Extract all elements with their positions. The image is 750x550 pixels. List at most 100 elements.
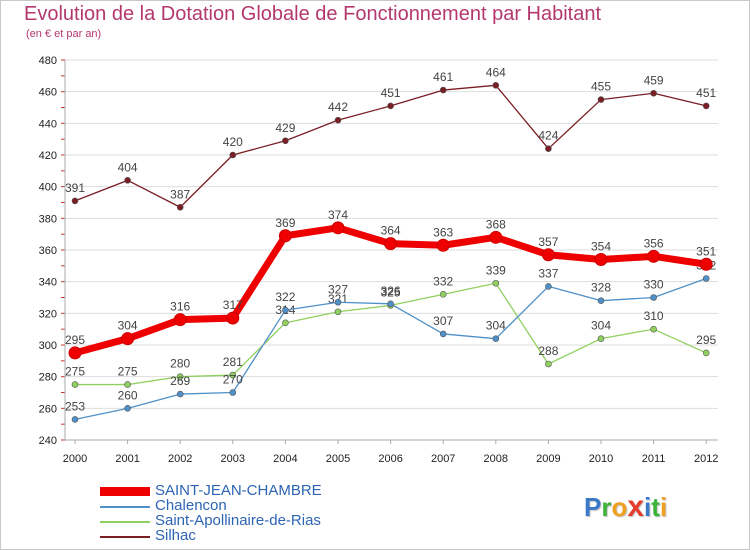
logo-letter: t: [651, 492, 660, 522]
logo-letter: i: [659, 492, 668, 522]
data-point: [334, 298, 342, 306]
legend-label: Chalencon: [155, 497, 227, 514]
legend-swatch: [100, 506, 150, 508]
x-tick-label: 2000: [63, 453, 87, 465]
data-label: 304: [486, 319, 506, 333]
data-point: [650, 294, 657, 301]
data-point: [489, 230, 503, 244]
data-point: [334, 308, 342, 316]
data-point: [384, 237, 398, 251]
data-label: 442: [328, 100, 348, 114]
data-label: 364: [381, 224, 401, 238]
x-tick-label: 2002: [168, 453, 192, 465]
data-label: 295: [696, 333, 716, 347]
data-point: [124, 177, 131, 184]
logo-letter: i: [644, 492, 652, 522]
y-tick-label: 280: [39, 372, 57, 384]
data-point: [121, 332, 135, 346]
data-point: [702, 349, 710, 357]
logo-letter: o: [611, 492, 628, 522]
y-tick-label: 460: [39, 87, 57, 99]
x-tick-label: 2003: [221, 453, 245, 465]
logo-letter: r: [601, 492, 612, 522]
data-label: 357: [538, 235, 558, 249]
data-label: 307: [433, 314, 453, 328]
data-point: [282, 319, 289, 327]
data-label: 404: [118, 160, 138, 174]
y-tick-label: 240: [39, 435, 57, 447]
data-label: 310: [644, 309, 664, 323]
data-label: 322: [275, 290, 295, 304]
data-point: [176, 203, 184, 211]
y-tick-label: 400: [39, 182, 57, 194]
y-tick-label: 340: [39, 277, 57, 289]
data-point: [647, 249, 661, 263]
legend-label: Saint-Apollinaire-de-Rias: [155, 512, 321, 529]
data-label: 451: [381, 86, 401, 100]
data-point: [124, 381, 131, 388]
data-point: [124, 405, 131, 412]
data-label: 354: [591, 240, 611, 254]
data-point: [387, 102, 394, 110]
data-point: [229, 151, 237, 159]
data-label: 325: [381, 285, 401, 299]
data-label: 424: [538, 129, 558, 143]
data-label: 339: [486, 263, 506, 277]
data-label: 391: [65, 181, 85, 195]
data-point: [492, 335, 500, 342]
data-point: [71, 197, 79, 205]
data-point: [439, 86, 447, 94]
data-label: 429: [275, 121, 295, 135]
data-label: 369: [275, 216, 295, 230]
y-tick-label: 300: [39, 340, 57, 352]
data-point: [597, 297, 605, 304]
data-label: 332: [433, 274, 453, 288]
legend-label: Silhac: [155, 527, 196, 544]
data-label: 326: [381, 284, 401, 298]
proxiti-logo: Proxiti: [584, 490, 667, 524]
legend-swatch: [100, 487, 150, 496]
data-point: [597, 96, 605, 103]
data-label: 356: [644, 236, 664, 250]
x-tick-label: 2012: [694, 453, 718, 465]
data-label: 459: [644, 73, 664, 87]
data-label: 368: [486, 217, 506, 231]
x-tick-label: 2006: [378, 453, 402, 465]
data-point: [176, 390, 184, 398]
data-point: [702, 275, 710, 282]
data-label: 337: [538, 266, 558, 280]
y-tick-label: 260: [39, 403, 57, 415]
y-tick-label: 380: [39, 213, 57, 225]
data-point: [702, 102, 710, 110]
data-label: 451: [696, 86, 716, 100]
data-label: 275: [118, 365, 138, 379]
data-point: [387, 300, 394, 308]
data-point: [545, 283, 552, 290]
y-tick-label: 360: [39, 245, 57, 257]
data-point: [334, 116, 342, 124]
data-label: 328: [591, 281, 611, 295]
data-label: 270: [223, 373, 243, 387]
data-label: 253: [65, 399, 85, 413]
data-point: [282, 306, 289, 314]
data-point: [226, 311, 240, 325]
y-tick-label: 320: [39, 308, 57, 320]
data-label: 275: [65, 365, 85, 379]
data-point: [594, 253, 608, 266]
data-label: 281: [223, 355, 243, 369]
data-point: [68, 346, 82, 360]
x-tick-label: 2010: [589, 453, 613, 465]
legend-label: SAINT-JEAN-CHAMBRE: [155, 482, 322, 499]
x-tick-label: 2005: [326, 453, 350, 465]
data-point: [71, 416, 79, 423]
line-chart: 240 260 280 300 320 340 360 380 400 420 440 460 480 2…: [39, 55, 719, 465]
data-point: [278, 229, 292, 243]
data-label: 374: [328, 208, 348, 222]
data-point: [282, 137, 289, 145]
data-point: [492, 82, 500, 89]
data-label: 387: [170, 187, 190, 201]
data-point: [650, 89, 657, 97]
data-label: 351: [696, 244, 716, 258]
data-label: 269: [170, 374, 190, 388]
data-label: 280: [170, 357, 190, 371]
